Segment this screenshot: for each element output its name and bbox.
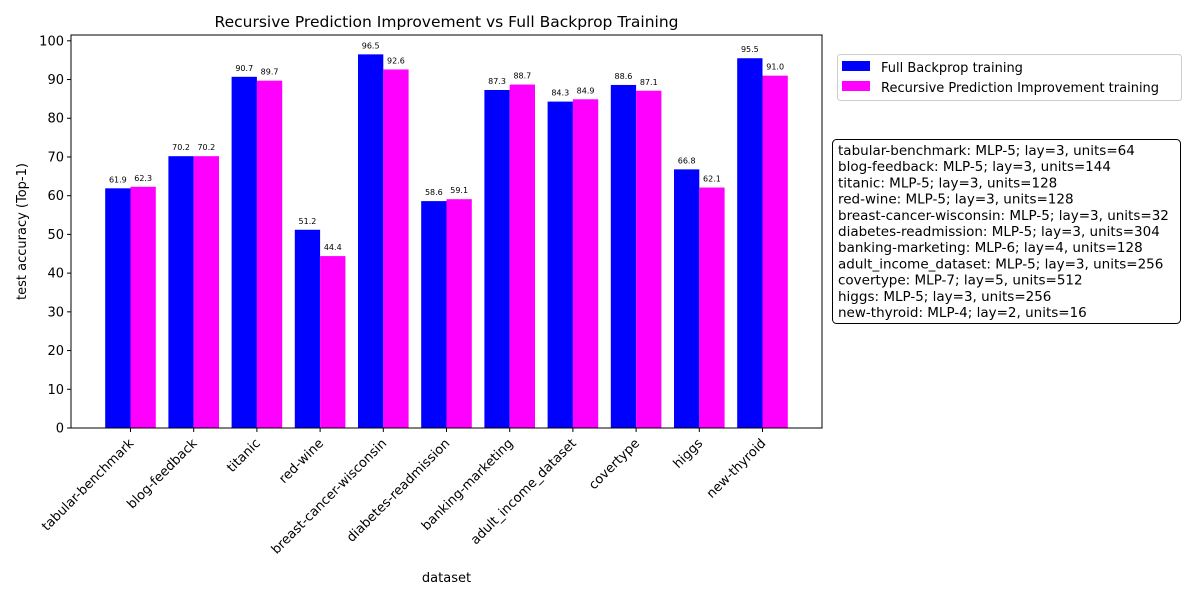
bar-recursive-titanic (256, 80, 283, 429)
data-label-recursive-higgs: 62.1 (703, 175, 721, 184)
data-label-full-backprop-adult-income-dataset: 84.3 (551, 89, 569, 98)
data-label-recursive-diabetes-readmission: 59.1 (450, 186, 468, 195)
data-label-recursive-breast-cancer-wisconsin: 92.6 (387, 56, 405, 65)
x-tick-label-tabular-benchmark: tabular-benchmark (39, 436, 137, 534)
bar-recursive-new-thyroid (762, 75, 788, 428)
bar-full-backprop-banking-marketing (484, 89, 510, 429)
x-tick-label-new-thyroid: new-thyroid (704, 436, 769, 501)
y-tick-label: 30 (47, 305, 64, 320)
model-config-line: diabetes-readmission: MLP-5; lay=3, unit… (838, 224, 1160, 240)
x-tick-label-covertype: covertype (586, 436, 643, 493)
data-label-recursive-adult-income-dataset: 84.9 (577, 86, 595, 95)
model-config-line: new-thyroid: MLP-4; lay=2, units=16 (838, 305, 1087, 321)
data-label-full-backprop-breast-cancer-wisconsin: 96.5 (362, 41, 380, 50)
bar-full-backprop-blog-feedback (168, 156, 194, 428)
model-config-line: red-wine: MLP-5; lay=3, units=128 (838, 192, 1074, 208)
bar-full-backprop-higgs (674, 169, 700, 429)
x-tick-label-diabetes-readmission: diabetes-readmission (344, 436, 453, 545)
y-axis-title: test accuracy (Top-1) (15, 163, 30, 300)
bar-full-backprop-breast-cancer-wisconsin (358, 54, 384, 428)
data-label-full-backprop-blog-feedback: 70.2 (172, 143, 190, 152)
y-tick-label: 20 (47, 344, 64, 359)
model-config-line: breast-cancer-wisconsin: MLP-5; lay=3, u… (838, 208, 1169, 224)
x-tick-label-adult-income-dataset: adult_income_dataset (468, 436, 580, 548)
x-tick-label-higgs: higgs (671, 436, 707, 472)
data-label-full-backprop-new-thyroid: 95.5 (741, 45, 759, 54)
legend-swatch-recursive (842, 81, 870, 91)
data-labels-layer: 61.9 70.2 90.7 51.2 96.5 58.6 87.3 84.3 88.6 66.8… (109, 41, 784, 252)
data-label-full-backprop-covertype: 88.6 (615, 72, 633, 81)
bar-recursive-adult-income-dataset (572, 99, 599, 428)
y-tick-label: 0 (56, 422, 64, 437)
y-tick-label: 40 (47, 267, 64, 282)
model-config-box (832, 139, 1181, 324)
data-label-recursive-tabular-benchmark: 62.3 (134, 174, 152, 183)
bar-recursive-diabetes-readmission (446, 199, 472, 428)
model-config-note: tabular-benchmark: MLP-5; lay=3, units=6… (832, 139, 1181, 324)
data-label-recursive-titanic: 89.7 (261, 68, 279, 77)
bar-recursive-red-wine (320, 256, 346, 428)
bar-full-backprop-red-wine (294, 229, 321, 428)
data-label-recursive-new-thyroid: 91.0 (766, 63, 784, 72)
data-label-recursive-covertype: 87.1 (640, 78, 658, 87)
bar-recursive-banking-marketing (509, 84, 535, 428)
bar-full-backprop-covertype (610, 84, 637, 428)
y-tick-label: 90 (47, 73, 64, 88)
y-axis: 0 10 20 30 40 50 60 70 80 90 100 (39, 34, 71, 437)
chart-title: Recursive Prediction Improvement vs Full… (215, 13, 679, 31)
model-config-line: titanic: MLP-5; lay=3, units=128 (838, 175, 1057, 191)
bar-recursive-higgs (699, 187, 725, 428)
data-label-full-backprop-banking-marketing: 87.3 (488, 77, 506, 86)
bar-recursive-tabular-benchmark (130, 186, 156, 428)
data-label-full-backprop-higgs: 66.8 (678, 156, 696, 165)
data-label-full-backprop-tabular-benchmark: 61.9 (109, 175, 127, 184)
bar-full-backprop-new-thyroid (737, 58, 763, 428)
data-label-full-backprop-red-wine: 51.2 (299, 217, 317, 226)
bar-recursive-breast-cancer-wisconsin (383, 69, 409, 429)
model-config-line: banking-marketing: MLP-6; lay=4, units=1… (838, 240, 1143, 256)
y-tick-label: 10 (47, 383, 64, 398)
model-config-line: tabular-benchmark: MLP-5; lay=3, units=6… (838, 143, 1135, 159)
legend-label-recursive: Recursive Prediction Improvement trainin… (881, 81, 1159, 96)
legend-label-full-backprop: Full Backprop training (881, 61, 1023, 76)
data-label-full-backprop-diabetes-readmission: 58.6 (425, 188, 443, 197)
legend-swatch-full-backprop (842, 61, 870, 71)
model-config-line: higgs: MLP-5; lay=3, units=256 (838, 289, 1051, 305)
x-axis-title: dataset (422, 571, 471, 586)
bar-full-backprop-tabular-benchmark (105, 188, 131, 428)
model-config-line: blog-feedback: MLP-5; lay=3, units=144 (838, 159, 1111, 175)
model-config-line: covertype: MLP-7; lay=5, units=512 (838, 273, 1083, 289)
y-tick-label: 60 (47, 189, 64, 204)
y-tick-label: 70 (47, 150, 64, 165)
model-config-line: adult_income_dataset: MLP-5; lay=3, unit… (838, 256, 1163, 272)
data-label-recursive-red-wine: 44.4 (324, 243, 342, 252)
bars-layer (105, 54, 788, 429)
x-tick-label-red-wine: red-wine (276, 436, 327, 487)
bar-recursive-covertype (636, 90, 662, 428)
bar-recursive-blog-feedback (193, 156, 219, 428)
x-tick-label-breast-cancer-wisconsin: breast-cancer-wisconsin (269, 436, 390, 557)
legend: Full Backprop training Recursive Predict… (837, 54, 1182, 101)
x-tick-label-titanic: titanic (224, 436, 263, 475)
bar-full-backprop-titanic (231, 76, 257, 429)
data-label-recursive-banking-marketing: 88.7 (513, 72, 531, 81)
bar-full-backprop-adult-income-dataset (547, 101, 573, 428)
y-tick-label: 50 (47, 228, 64, 243)
legend-box (837, 54, 1182, 101)
data-label-recursive-blog-feedback: 70.2 (197, 143, 215, 152)
y-tick-label: 80 (47, 112, 64, 127)
data-label-full-backprop-titanic: 90.7 (235, 64, 253, 73)
model-config-text: tabular-benchmark: MLP-5; lay=3, units=6… (838, 143, 1169, 321)
y-tick-label: 100 (39, 34, 64, 49)
bar-full-backprop-diabetes-readmission (421, 201, 447, 428)
